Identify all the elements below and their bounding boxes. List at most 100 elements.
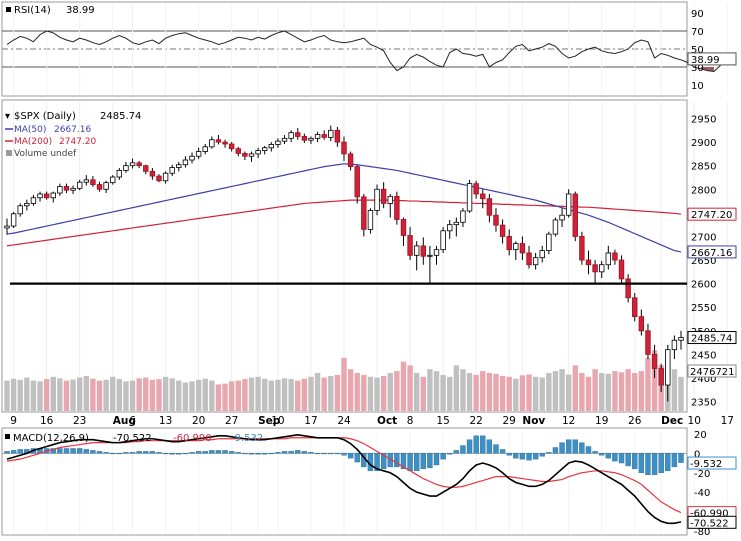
candle-body bbox=[301, 136, 308, 141]
symbol-legend-label: $SPX (Daily) bbox=[14, 111, 76, 122]
volume-bar bbox=[473, 374, 479, 411]
macd-histogram-bar bbox=[665, 453, 671, 472]
x-tick-label: Nov bbox=[522, 415, 545, 427]
macd-histogram-bar bbox=[433, 453, 440, 466]
x-tick-label: 27 bbox=[225, 415, 238, 427]
candle-body bbox=[4, 225, 10, 229]
macd-tick-label: 20 bbox=[694, 430, 707, 441]
ma200-legend-value: 2747.20 bbox=[59, 137, 96, 147]
macd-histogram-bar bbox=[565, 439, 572, 454]
candle-body bbox=[486, 198, 493, 216]
price-panel bbox=[1, 99, 688, 413]
macd-histogram-bar bbox=[552, 447, 559, 454]
macd-histogram-bar bbox=[176, 453, 182, 455]
candle-body bbox=[43, 193, 50, 199]
rsi-legend-label: RSI(14) bbox=[14, 5, 51, 16]
price-tick-label: 2600 bbox=[691, 280, 716, 291]
hist-badge-box bbox=[687, 456, 737, 470]
candle-body bbox=[255, 150, 261, 155]
volume-bar bbox=[123, 381, 129, 411]
rsi-tick-label: 90 bbox=[691, 9, 704, 20]
price-tick-label: 2900 bbox=[691, 138, 716, 149]
candle-body bbox=[156, 175, 162, 182]
symbol-legend-value: 2485.74 bbox=[100, 111, 141, 122]
volume-bar bbox=[63, 380, 70, 411]
candle-body bbox=[149, 170, 156, 177]
candle-body bbox=[480, 193, 486, 200]
candle-body bbox=[295, 132, 301, 137]
volume-bar bbox=[374, 377, 380, 411]
macd-histogram-bar bbox=[149, 451, 156, 454]
macd-histogram-bar bbox=[612, 453, 618, 462]
macd-histogram-bar bbox=[288, 451, 294, 454]
volume-bar bbox=[308, 376, 314, 411]
price-tick-label: 2650 bbox=[691, 256, 716, 267]
macd-histogram-bar bbox=[579, 442, 585, 454]
x-tick-label: 24 bbox=[337, 415, 351, 427]
volume-bar bbox=[222, 383, 228, 411]
macd-histogram-bar bbox=[268, 453, 275, 455]
volume-bar bbox=[493, 373, 499, 411]
macd-histogram-bar bbox=[559, 442, 565, 454]
x-tick-label: 17 bbox=[721, 415, 734, 427]
macd-histogram-bar bbox=[407, 453, 413, 472]
volume-bar bbox=[651, 350, 658, 411]
volume-bar bbox=[110, 376, 116, 411]
candle-body bbox=[242, 153, 248, 157]
macd-legend-value: -70.522 bbox=[113, 433, 152, 444]
macd-histogram-bar bbox=[519, 453, 526, 460]
volume-bar bbox=[638, 371, 645, 411]
volume-bar bbox=[209, 380, 215, 411]
candle-body bbox=[387, 195, 393, 204]
candle-body bbox=[407, 235, 413, 256]
macd-histogram-bar bbox=[308, 452, 314, 454]
macd-histogram-bar bbox=[301, 451, 308, 454]
volume-bar bbox=[440, 374, 446, 411]
macd-legend-label: MACD(12,26,9) bbox=[13, 433, 89, 444]
macd-histogram-bar bbox=[486, 439, 493, 454]
legend-rsi-icon bbox=[6, 7, 11, 12]
macd-histogram-bar bbox=[453, 450, 460, 454]
macd-histogram-bar bbox=[466, 439, 473, 454]
macd-histogram-bar bbox=[70, 448, 76, 454]
x-tick-label: 23 bbox=[73, 415, 86, 427]
candle-body bbox=[321, 134, 327, 138]
candle-body bbox=[281, 137, 288, 142]
volume-bar bbox=[361, 374, 367, 411]
macd-histogram-bar bbox=[281, 451, 288, 454]
volume-bar bbox=[156, 379, 162, 411]
macd-histogram-bar bbox=[380, 453, 387, 470]
candle-body bbox=[612, 252, 618, 261]
candle-body bbox=[526, 252, 532, 266]
x-tick-label: 17 bbox=[304, 415, 317, 427]
volume-bar bbox=[645, 357, 651, 411]
macd-tick-label: -80 bbox=[694, 527, 710, 537]
rsi-line bbox=[6, 30, 735, 73]
x-tick-label: 10 bbox=[271, 415, 284, 427]
candle-body bbox=[37, 193, 43, 199]
candle-body bbox=[30, 197, 37, 204]
volume-bar bbox=[129, 380, 136, 411]
rsi-tick-label: 10 bbox=[691, 81, 704, 92]
volume-bar bbox=[380, 376, 387, 411]
volume-bar bbox=[334, 374, 341, 411]
candle-body bbox=[328, 129, 334, 138]
macd-histogram-bar bbox=[275, 452, 281, 454]
volume-bar bbox=[169, 378, 175, 411]
candle-body bbox=[579, 236, 585, 261]
volume-bar bbox=[618, 372, 625, 411]
price-tick-label: 2950 bbox=[691, 115, 716, 126]
macd-histogram-bar bbox=[618, 453, 625, 464]
macd-histogram-bar bbox=[334, 453, 341, 455]
candle-body bbox=[162, 172, 169, 182]
candle-body bbox=[539, 250, 545, 259]
macd-histogram-bar bbox=[169, 453, 175, 455]
volume-bar bbox=[202, 378, 208, 411]
candle-body bbox=[460, 210, 466, 223]
macd-histogram-bar bbox=[295, 450, 301, 454]
macd-histogram-bar bbox=[394, 453, 400, 468]
volume-bar bbox=[592, 369, 598, 411]
volume-bar bbox=[605, 373, 612, 411]
volume-bar bbox=[149, 379, 156, 411]
